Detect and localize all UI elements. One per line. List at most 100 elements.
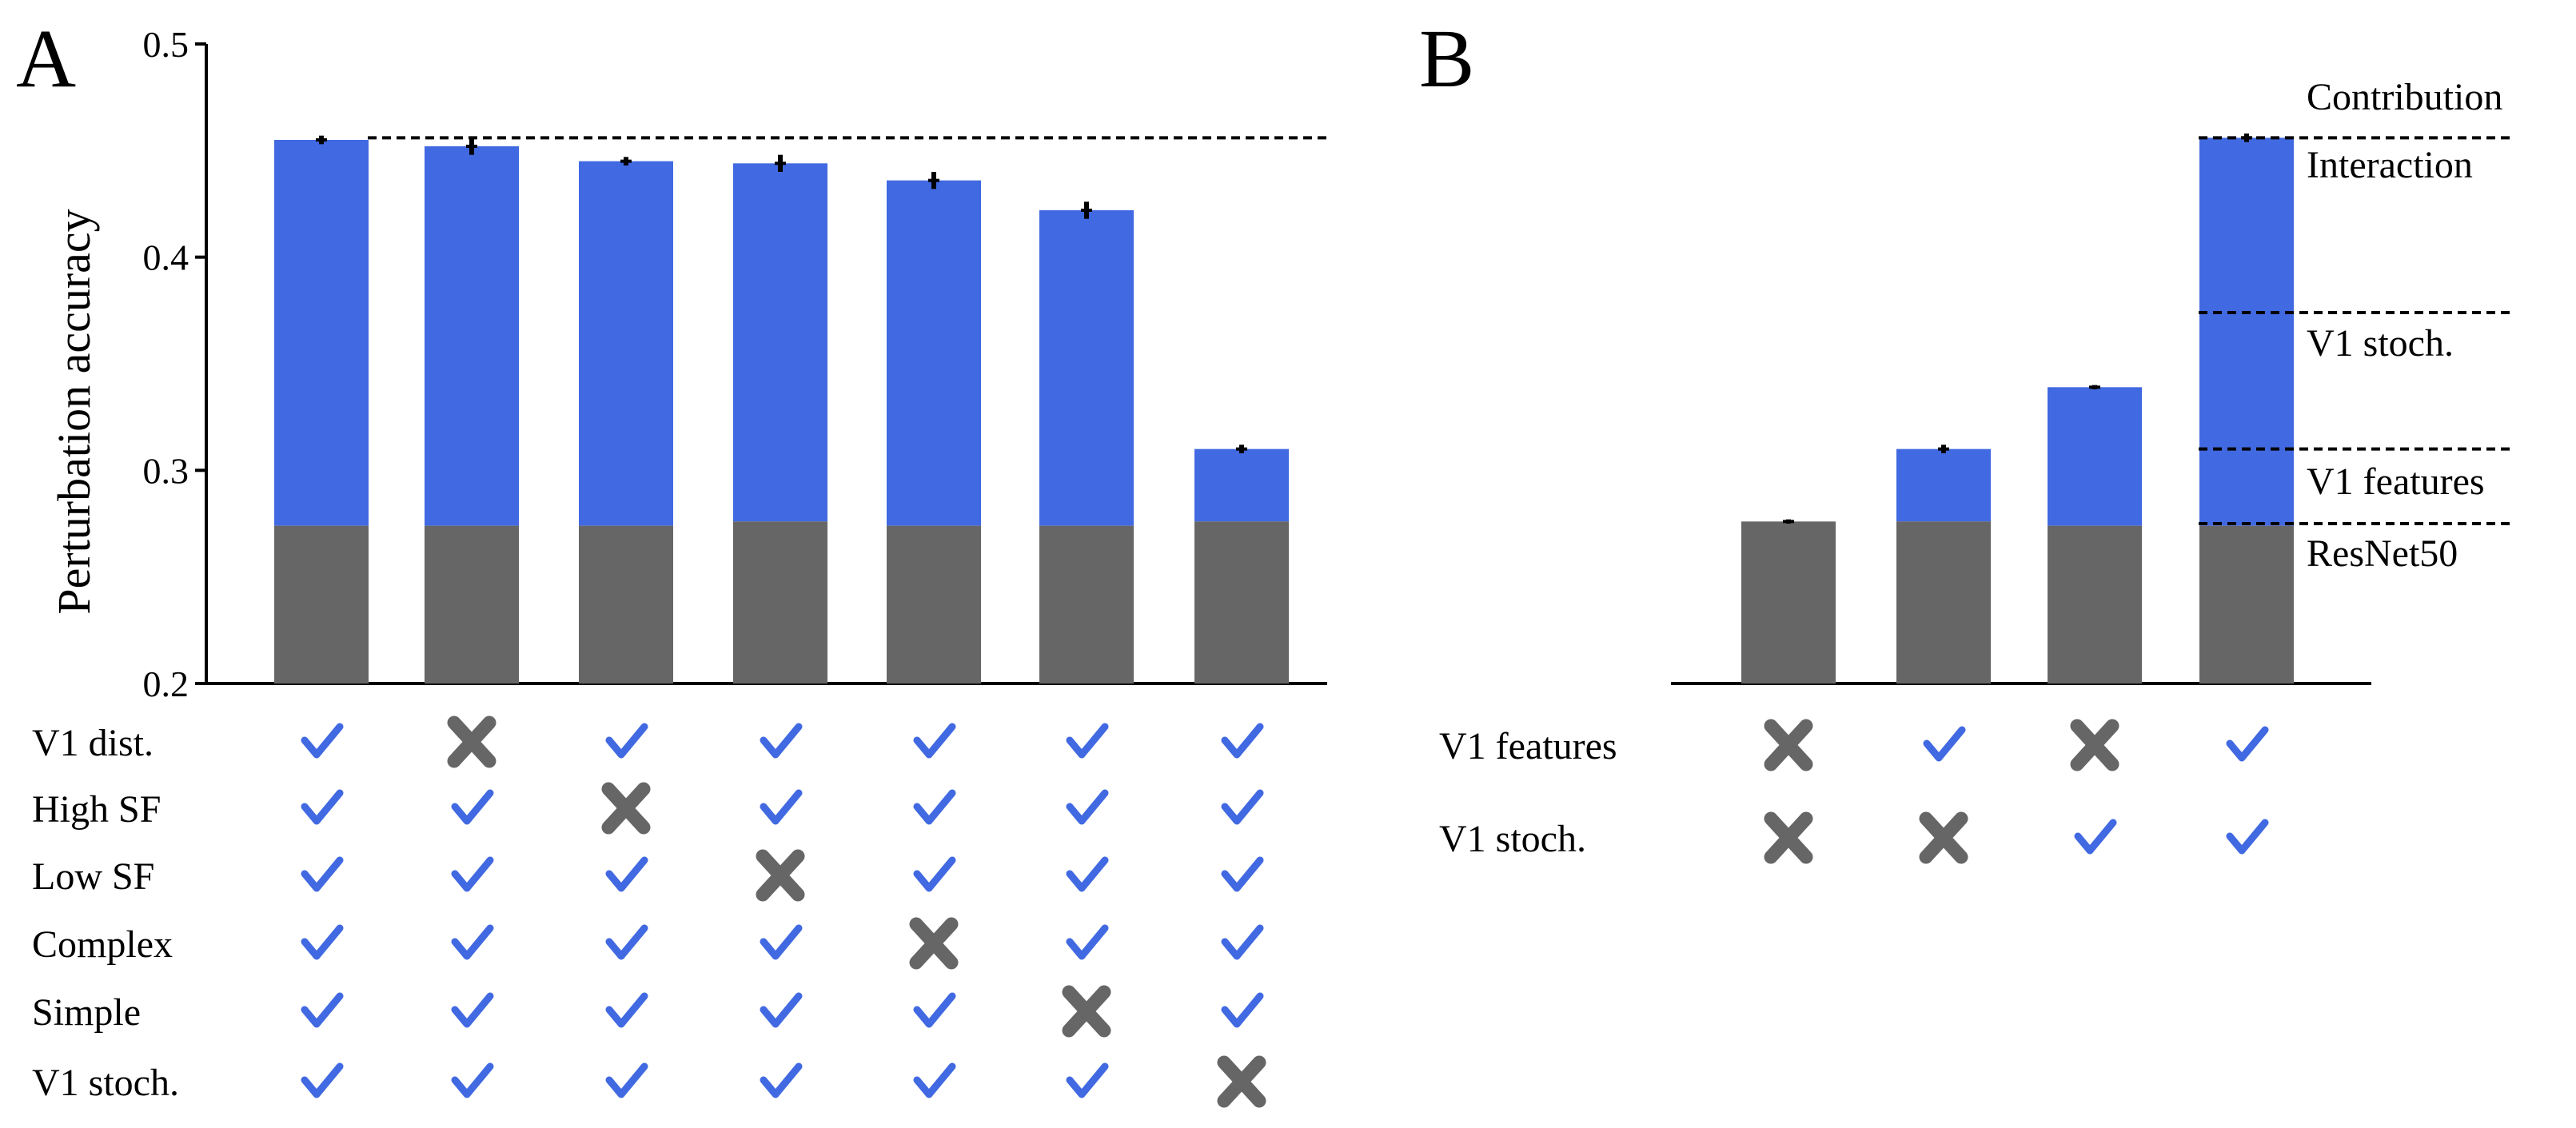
check-icon xyxy=(451,1062,494,1098)
contribution-label: V1 stoch. xyxy=(2307,322,2454,365)
contribution-label: V1 features xyxy=(2307,460,2485,503)
check-icon xyxy=(913,992,956,1028)
cross-stroke-2 xyxy=(1919,811,1968,864)
check-icon xyxy=(451,789,494,825)
row-label-a: High SF xyxy=(32,788,161,831)
check-icon xyxy=(913,723,956,759)
bar-segment-gray-a xyxy=(274,525,369,684)
check-icon xyxy=(605,856,648,892)
check-icon xyxy=(451,856,494,892)
panel-b-letter: B xyxy=(1419,13,1474,105)
check-icon xyxy=(1066,1062,1109,1098)
cross-icon xyxy=(2070,719,2119,771)
bar-segment-blue-a xyxy=(274,140,369,526)
cross-icon xyxy=(1062,985,1111,1038)
check-icon xyxy=(760,723,803,759)
bar-segment-gray-b xyxy=(1741,521,1836,684)
contribution-header: Contribution xyxy=(2307,76,2502,118)
bar-segment-blue-a xyxy=(579,161,673,526)
check-icon xyxy=(760,1062,803,1098)
check-icon xyxy=(301,789,344,825)
y-axis-label-a: Perturbation accuracy xyxy=(48,209,100,614)
bar-segment-blue-b xyxy=(1896,448,1991,522)
contribution-label: Interaction xyxy=(2307,144,2473,186)
cross-stroke-2 xyxy=(1062,985,1111,1038)
check-icon xyxy=(2074,819,2117,855)
bar-segment-blue-a xyxy=(733,163,827,522)
row-label-a: V1 stoch. xyxy=(32,1062,179,1104)
check-icon xyxy=(1066,924,1109,960)
check-icon xyxy=(1221,924,1264,960)
bar-segment-gray-b xyxy=(1896,521,1991,684)
cross-stroke-2 xyxy=(2070,719,2119,771)
check-icon xyxy=(1066,789,1109,825)
cross-icon xyxy=(447,715,496,768)
cross-stroke-2 xyxy=(447,715,496,768)
check-icon xyxy=(1221,789,1264,825)
row-label-b: V1 stoch. xyxy=(1439,818,1586,860)
check-icon xyxy=(760,924,803,960)
check-icon xyxy=(2226,819,2269,855)
check-icon xyxy=(913,856,956,892)
check-icon xyxy=(451,992,494,1028)
check-icon xyxy=(605,1062,648,1098)
check-icon xyxy=(2226,726,2269,762)
cross-stroke-2 xyxy=(756,849,805,902)
check-icon xyxy=(301,723,344,759)
cross-icon xyxy=(1764,719,1813,771)
y-tick-label-a: 0.2 xyxy=(143,664,189,704)
check-icon xyxy=(1221,992,1264,1028)
bar-segment-gray-a xyxy=(1194,521,1289,684)
row-label-a: Low SF xyxy=(32,855,154,898)
check-icon xyxy=(1221,856,1264,892)
cross-icon xyxy=(1919,811,1968,864)
panel-a-chart: 0.2 0.3 0.4 0.5 Perturbation accuracy V1 dist… xyxy=(32,24,1327,1108)
check-icon xyxy=(1923,726,1966,762)
cross-icon xyxy=(909,917,959,970)
check-icon xyxy=(1221,723,1264,759)
panel-a-letter: A xyxy=(16,13,76,105)
cross-icon xyxy=(1217,1055,1266,1108)
cross-icon xyxy=(1764,811,1813,864)
cross-icon xyxy=(601,782,651,835)
check-icon xyxy=(451,924,494,960)
check-icon xyxy=(301,1062,344,1098)
row-label-a: Simple xyxy=(32,991,141,1034)
bar-segment-blue-b xyxy=(2048,387,2142,526)
check-icon xyxy=(1066,723,1109,759)
check-icon xyxy=(605,924,648,960)
cross-stroke-2 xyxy=(1764,719,1813,771)
contribution-label: ResNet50 xyxy=(2307,532,2458,575)
panel-b-chart: Contribution Interaction V1 stoch. V1 featu… xyxy=(1439,76,2514,864)
y-tick-label-a: 0.3 xyxy=(143,450,189,491)
bar-segment-gray-a xyxy=(887,525,981,684)
bar-segment-gray-a xyxy=(733,521,827,684)
bar-segment-gray-a xyxy=(425,525,519,684)
check-icon xyxy=(913,1062,956,1098)
bar-segment-gray-b xyxy=(2048,525,2142,684)
check-icon xyxy=(760,992,803,1028)
row-label-a: Complex xyxy=(32,923,173,966)
cross-stroke-2 xyxy=(909,917,959,970)
row-label-a: V1 dist. xyxy=(32,722,154,764)
bar-segment-gray-b xyxy=(2199,525,2294,684)
bar-segment-blue-b xyxy=(2199,138,2294,526)
bar-segment-blue-a xyxy=(425,146,519,526)
bar-segment-blue-a xyxy=(1194,448,1289,522)
bar-segment-blue-a xyxy=(887,180,981,526)
bar-segment-gray-a xyxy=(1039,525,1134,684)
check-icon xyxy=(1066,856,1109,892)
check-icon xyxy=(301,856,344,892)
check-icon xyxy=(301,924,344,960)
check-icon xyxy=(760,789,803,825)
cross-stroke-2 xyxy=(1217,1055,1266,1108)
cross-icon xyxy=(756,849,805,902)
y-tick-label-a: 0.5 xyxy=(143,24,189,65)
check-icon xyxy=(301,992,344,1028)
check-icon xyxy=(605,723,648,759)
check-icon xyxy=(913,789,956,825)
cross-stroke-2 xyxy=(1764,811,1813,864)
check-icon xyxy=(605,992,648,1028)
bar-segment-blue-a xyxy=(1039,210,1134,526)
